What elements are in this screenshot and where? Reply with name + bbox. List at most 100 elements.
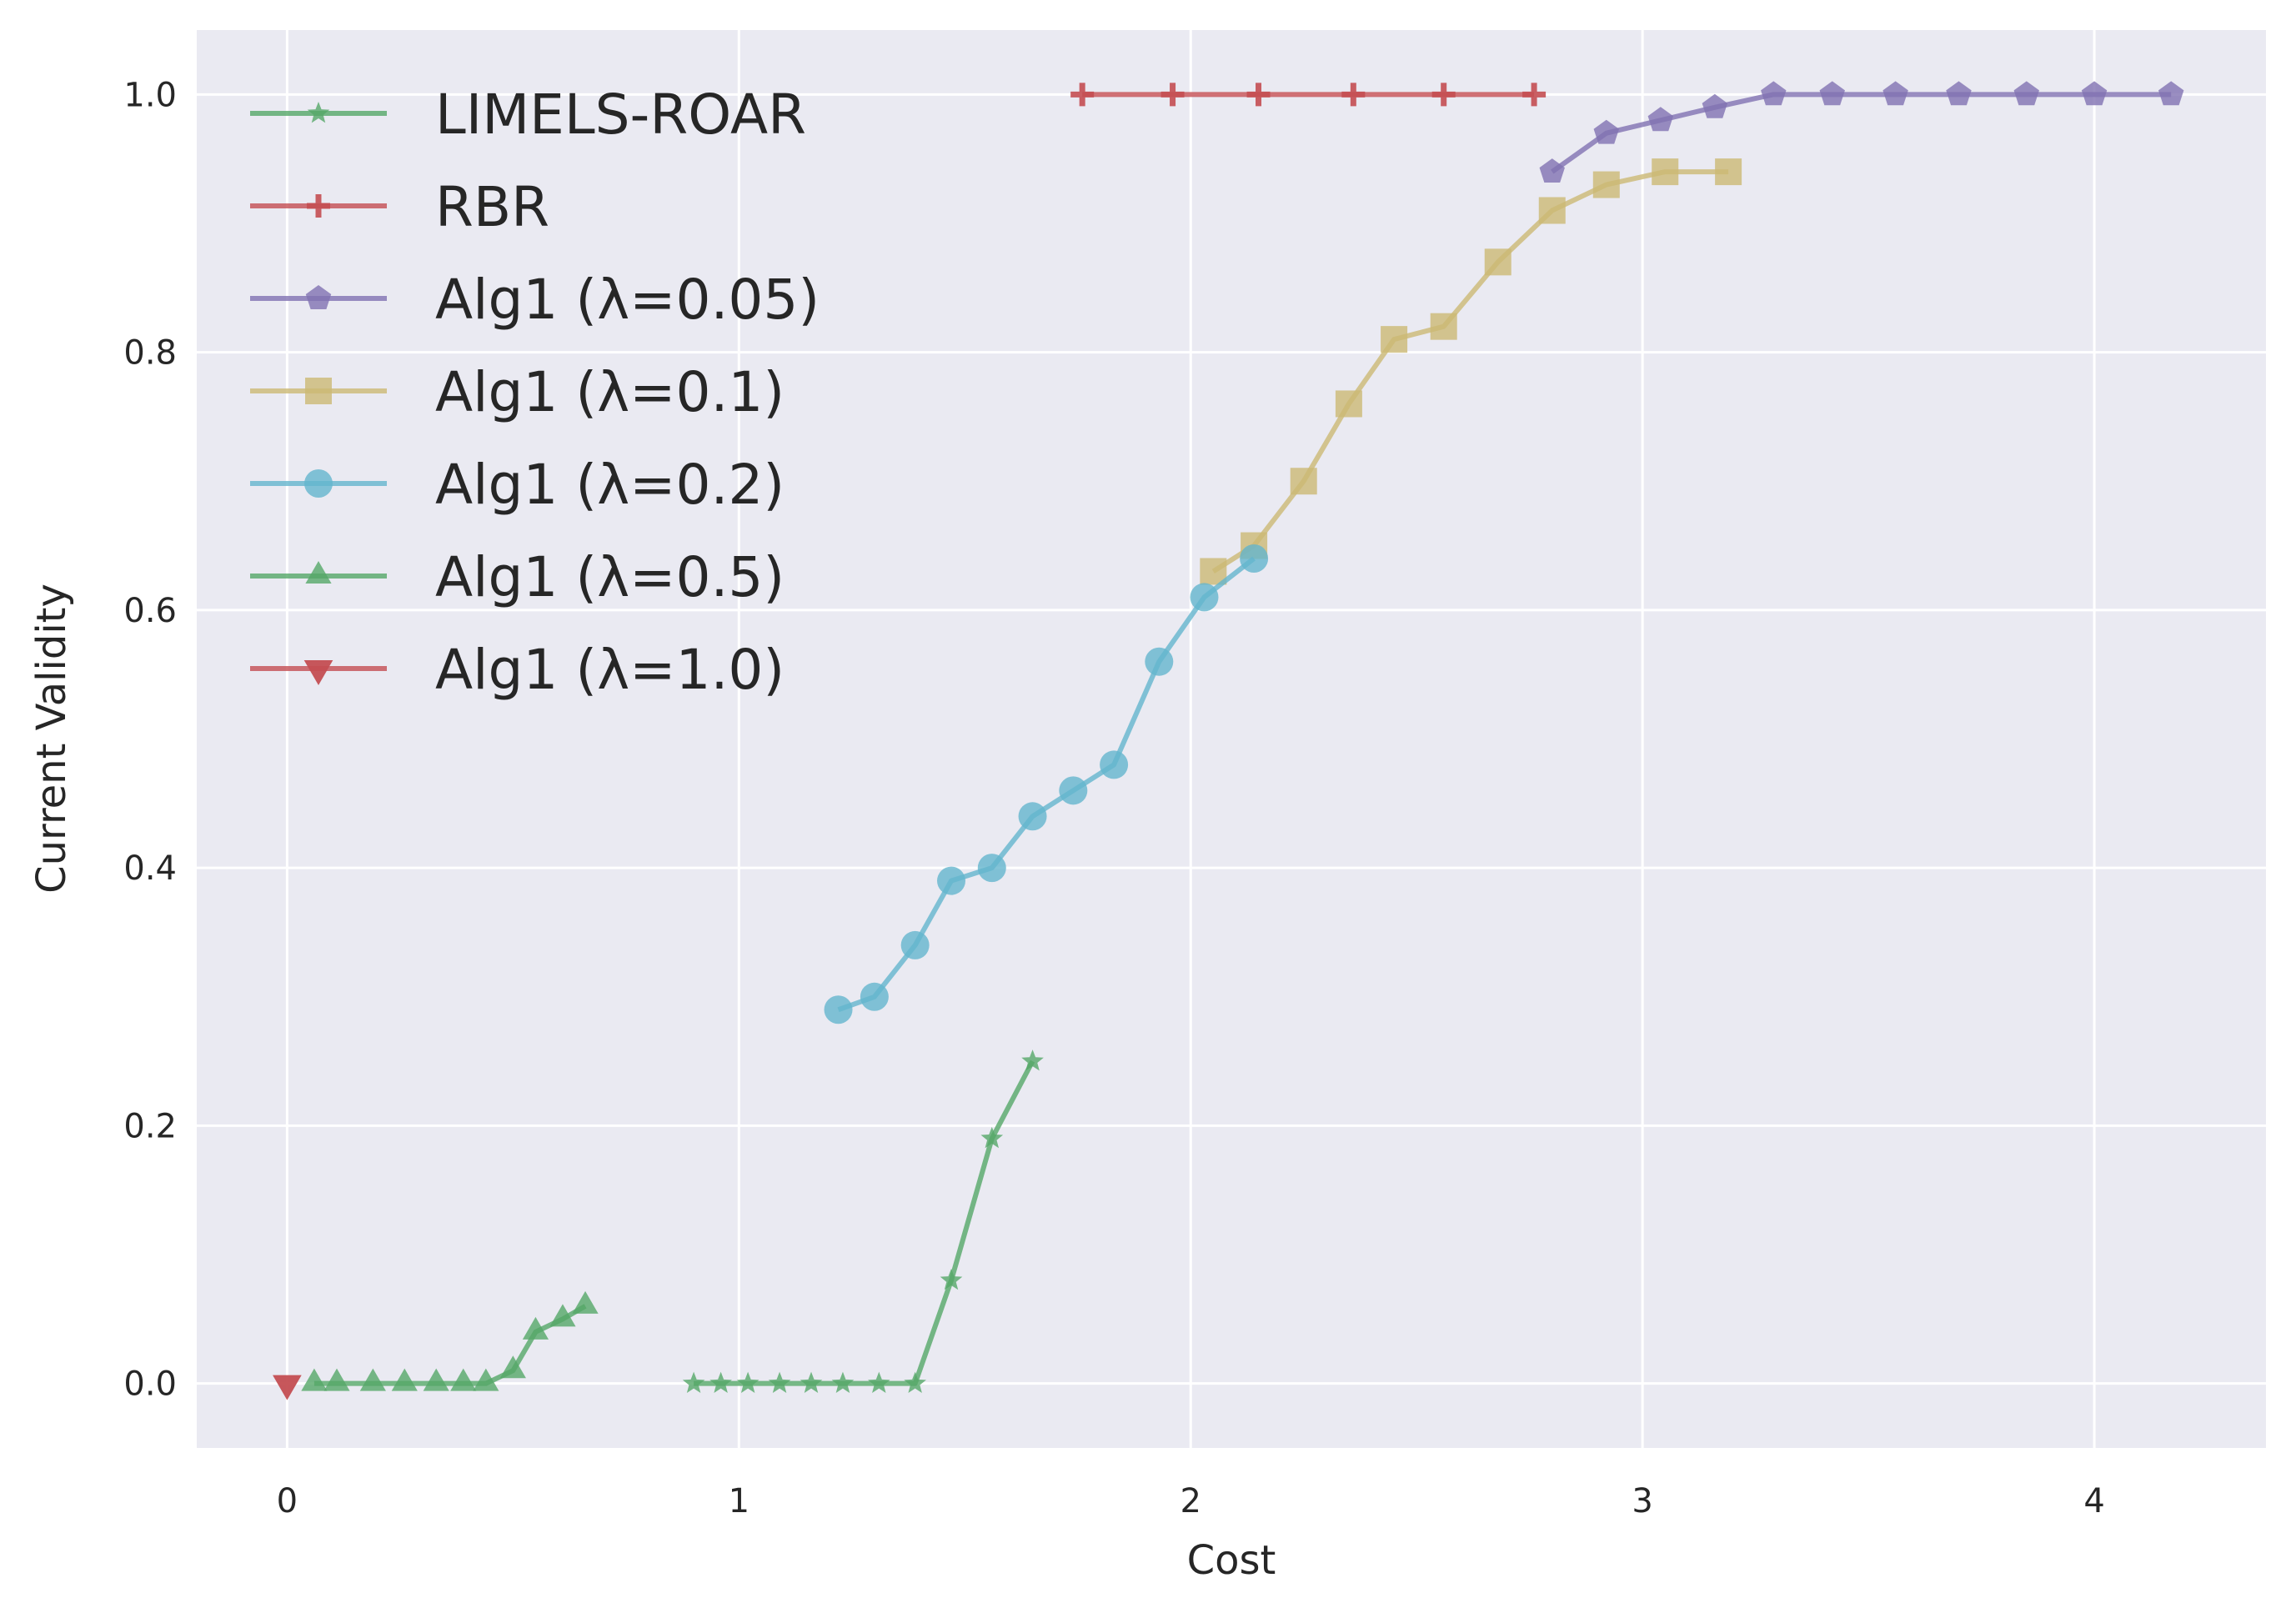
plot-background xyxy=(197,30,2266,1448)
legend-label: Alg1 (λ=0.5) xyxy=(435,545,785,609)
data-point xyxy=(1145,647,1174,676)
x-axis-label: Cost xyxy=(1187,1537,1276,1584)
data-point xyxy=(1335,390,1362,418)
data-point xyxy=(359,1368,386,1391)
data-point xyxy=(1882,81,1908,106)
data-point xyxy=(1161,83,1185,107)
data-point xyxy=(301,1368,328,1391)
data-point xyxy=(1593,119,1620,144)
data-point xyxy=(2158,81,2184,106)
data-point xyxy=(831,1371,855,1394)
data-point xyxy=(1341,83,1366,107)
x-tick-label: 2 xyxy=(1181,1482,1201,1520)
data-point xyxy=(1290,468,1317,495)
data-point xyxy=(824,995,853,1024)
data-point xyxy=(682,1371,705,1394)
legend-item: Alg1 (λ=1.0) xyxy=(250,638,785,702)
x-tick-label: 3 xyxy=(1632,1482,1652,1520)
data-point xyxy=(800,1371,823,1394)
data-point xyxy=(423,1368,449,1391)
data-point xyxy=(1522,83,1547,107)
data-point xyxy=(1715,158,1742,186)
legend-label: Alg1 (λ=0.1) xyxy=(435,360,785,424)
legend-marker xyxy=(305,285,332,309)
data-point xyxy=(1381,326,1408,353)
tick-labels: 0 1 2 3 4 0.0 0.2 0.4 0.6 0.8 1.0 xyxy=(123,76,2104,1520)
data-point xyxy=(900,930,930,959)
data-point xyxy=(904,1371,926,1394)
data-point xyxy=(1761,81,1787,106)
data-point xyxy=(940,1268,963,1290)
series-layer xyxy=(273,81,2184,1400)
series-6 xyxy=(273,1375,302,1400)
legend-item: Alg1 (λ=0.05) xyxy=(250,268,820,332)
y-tick-label: 0.8 xyxy=(123,334,177,373)
data-point xyxy=(549,1304,576,1327)
data-point xyxy=(1100,750,1129,779)
legend-marker xyxy=(305,561,332,584)
data-point xyxy=(1240,544,1269,574)
data-point xyxy=(1484,248,1511,276)
series-1 xyxy=(1070,83,1547,107)
legend-item: Alg1 (λ=0.5) xyxy=(250,545,785,609)
data-point xyxy=(499,1355,526,1379)
x-tick-label: 1 xyxy=(729,1482,749,1520)
data-point xyxy=(1819,81,1845,106)
y-tick-label: 0.0 xyxy=(123,1365,177,1404)
legend-label: RBR xyxy=(435,175,549,239)
data-point xyxy=(1431,83,1456,107)
data-point xyxy=(323,1368,350,1391)
data-point xyxy=(980,1126,1004,1149)
data-point xyxy=(522,1316,549,1340)
data-point xyxy=(1430,313,1457,340)
legend-marker xyxy=(307,102,330,123)
data-point xyxy=(473,1368,499,1391)
data-point xyxy=(1018,802,1047,831)
series-0 xyxy=(682,1049,1044,1394)
y-tick-label: 1.0 xyxy=(123,76,177,114)
legend-label: Alg1 (λ=0.05) xyxy=(435,268,820,332)
legend-item: RBR xyxy=(250,175,549,239)
data-point xyxy=(1070,83,1095,107)
data-point xyxy=(768,1371,791,1394)
data-point xyxy=(1059,776,1088,805)
legend-item: Alg1 (λ=0.2) xyxy=(250,453,785,517)
data-point xyxy=(937,866,966,895)
legend-item: LIMELS-ROAR xyxy=(250,83,806,147)
legend-item: Alg1 (λ=0.1) xyxy=(250,360,785,424)
legend-marker xyxy=(305,378,332,404)
x-tick-label: 4 xyxy=(2083,1482,2104,1520)
y-axis-label: Current Validity xyxy=(28,584,75,894)
data-point xyxy=(1539,158,1565,183)
legend-label: Alg1 (λ=0.2) xyxy=(435,453,785,517)
x-tick-label: 0 xyxy=(277,1482,298,1520)
grid xyxy=(197,30,2266,1448)
legend-marker xyxy=(304,469,333,498)
data-point xyxy=(1246,83,1271,107)
legend-marker xyxy=(307,194,330,218)
data-point xyxy=(977,854,1006,883)
legend-label: LIMELS-ROAR xyxy=(435,83,806,147)
data-point xyxy=(572,1290,599,1314)
series-2 xyxy=(1539,81,2184,183)
data-point xyxy=(1652,158,1679,186)
data-point xyxy=(450,1368,477,1391)
data-point xyxy=(709,1371,732,1394)
legend: LIMELS-ROAR RBR Alg1 (λ=0.05) Alg1 (λ=0.1) A… xyxy=(250,83,820,702)
y-tick-label: 0.4 xyxy=(123,849,177,888)
series-4 xyxy=(824,544,1269,1024)
data-point xyxy=(1538,197,1566,224)
data-point xyxy=(1647,107,1674,132)
y-tick-label: 0.2 xyxy=(123,1107,177,1145)
legend-marker xyxy=(303,660,333,685)
data-point xyxy=(1592,171,1620,198)
y-tick-label: 0.6 xyxy=(123,592,177,630)
data-point xyxy=(736,1371,759,1394)
data-point xyxy=(1021,1049,1044,1071)
data-point xyxy=(1946,81,1972,106)
data-point xyxy=(867,1371,890,1394)
data-point xyxy=(1702,93,1728,118)
data-point xyxy=(2013,81,2039,106)
legend-label: Alg1 (λ=1.0) xyxy=(435,638,785,702)
